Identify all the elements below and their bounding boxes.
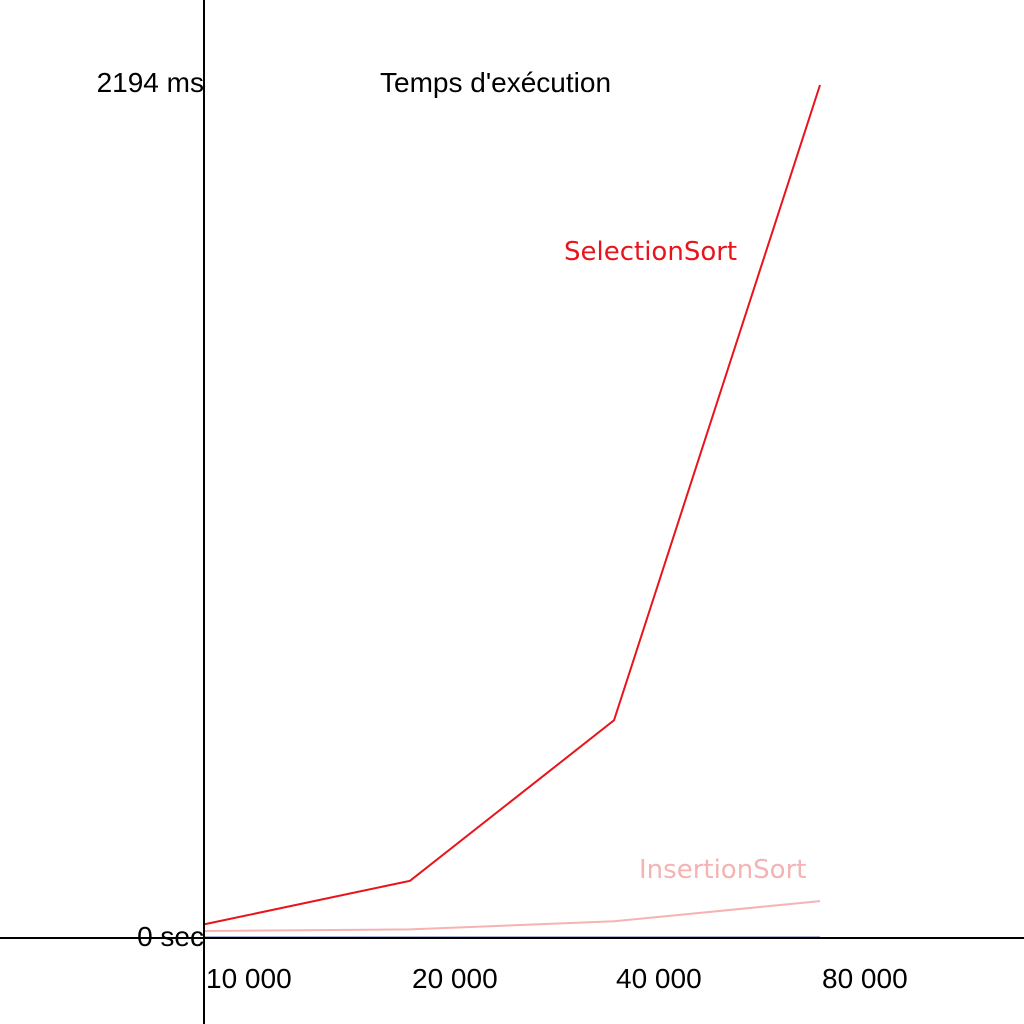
- y-max-label: 2194 ms: [97, 67, 204, 98]
- chart-title: Temps d'exécution: [380, 67, 611, 98]
- series-layer: [203, 84, 821, 939]
- y-min-label: 0 sec: [137, 921, 204, 952]
- x-tick-label: 10 000: [206, 963, 292, 994]
- series-label-insertionsort: InsertionSort: [639, 855, 806, 885]
- x-tick-labels: 10 000 20 000 40 000 80 000: [206, 963, 908, 994]
- x-tick-label: 20 000: [412, 963, 498, 994]
- x-tick-label: 80 000: [822, 963, 908, 994]
- series-line-1: [203, 84, 821, 926]
- series-labels: SelectionSort InsertionSort: [564, 237, 806, 885]
- x-tick-label: 40 000: [616, 963, 702, 994]
- series-line-2: [203, 900, 821, 932]
- series-label-selectionsort: SelectionSort: [564, 237, 737, 267]
